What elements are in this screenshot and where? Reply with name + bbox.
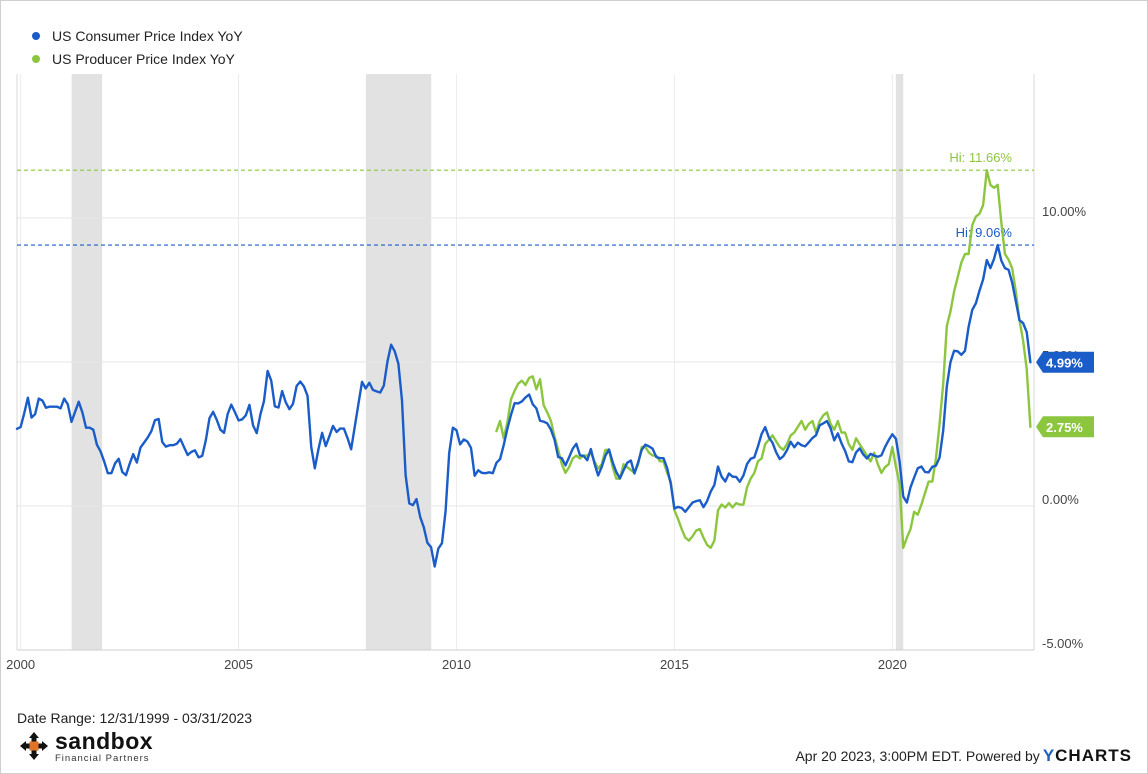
logo-wordmark: sandbox — [55, 728, 154, 754]
y-tick-label-0: -5.00% — [1042, 636, 1084, 651]
high-markers: Hi: 9.06%Hi: 11.66% — [17, 150, 1034, 246]
legend-item-ppi[interactable]: US Producer Price Index YoY — [32, 47, 243, 70]
x-tick-label-2: 2010 — [442, 657, 471, 672]
gridlines — [16, 74, 1035, 651]
end-value-tag-0 — [1036, 351, 1094, 373]
date-range-label: Date Range: 12/31/1999 - 03/31/2023 — [17, 710, 253, 726]
end-value-tag-1 — [1036, 416, 1094, 438]
legend-dot-cpi — [32, 31, 40, 40]
sandbox-logo-icon — [20, 732, 48, 760]
series-line-1 — [495, 168, 1032, 549]
y-tick-label-3: 10.00% — [1042, 204, 1087, 219]
ycharts-logo-text: CHARTS — [1055, 746, 1132, 765]
legend-dot-ppi — [32, 54, 40, 63]
end-value-label-1: 2.75% — [1046, 420, 1083, 435]
timestamp-label: Apr 20 2023, 3:00PM EDT. Powered by — [795, 748, 1040, 764]
y-tick-label-1: 0.00% — [1042, 492, 1079, 507]
ycharts-logo[interactable]: YCHARTS — [1043, 746, 1132, 766]
legend-label-ppi: US Producer Price Index YoY — [52, 50, 235, 67]
hi-label-1: Hi: 11.66% — [949, 150, 1012, 165]
x-tick-label-3: 2015 — [660, 657, 689, 672]
axis-labels: -5.00%0.00%5.00%10.00%200020052010201520… — [6, 204, 1086, 672]
logo-subtitle: Financial Partners — [55, 753, 150, 764]
legend: US Consumer Price Index YoY US Producer … — [32, 24, 243, 70]
series-line-0 — [15, 243, 1032, 568]
x-tick-label-1: 2005 — [224, 657, 253, 672]
end-value-labels: 4.99% 2.75% — [1036, 351, 1094, 438]
legend-label-cpi: US Consumer Price Index YoY — [52, 27, 243, 44]
x-tick-label-4: 2020 — [878, 657, 907, 672]
series-lines — [15, 168, 1032, 568]
ycharts-logo-y: Y — [1042, 746, 1056, 765]
end-value-label-0: 4.99% — [1046, 355, 1083, 370]
legend-item-cpi[interactable]: US Consumer Price Index YoY — [32, 24, 243, 47]
footer-attribution: Apr 20 2023, 3:00PM EDT. Powered by YCHA… — [795, 746, 1132, 766]
x-tick-label-0: 2000 — [6, 657, 35, 672]
